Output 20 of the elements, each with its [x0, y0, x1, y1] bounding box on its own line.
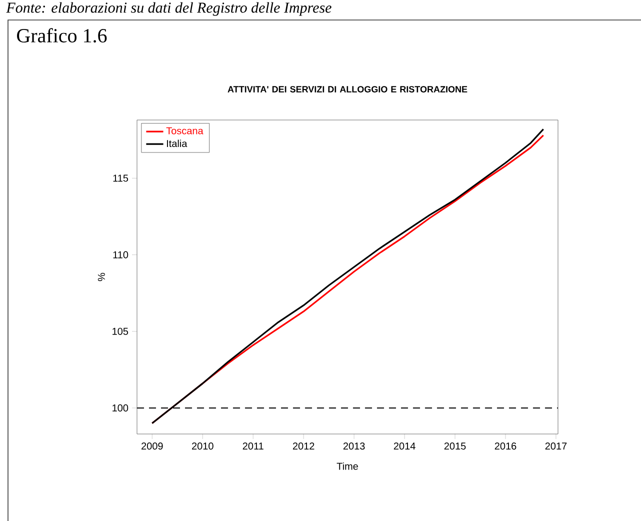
legend-label: Italia: [167, 140, 188, 148]
x-tick-label: 2009: [142, 442, 163, 450]
x-tick-label: 2016: [494, 442, 516, 450]
y-tick-label: 115: [113, 174, 128, 182]
y-axis-title: %: [98, 272, 105, 282]
x-tick-label: 2017: [545, 442, 567, 450]
x-tick-label: 2014: [394, 442, 416, 450]
legend-label: Toscana: [166, 127, 204, 134]
x-axis-title: Time: [336, 462, 358, 470]
y-tick-label: 100: [112, 404, 128, 412]
y-tick-label: 105: [112, 328, 128, 335]
x-tick-label: 2012: [292, 442, 314, 450]
source-note: Fonte: elaborazioni su dati del Registro delle Imprese: [6, 2, 332, 16]
x-tick-label: 2011: [242, 442, 264, 450]
x-tick-label: 2010: [192, 442, 214, 450]
x-tick-label: 2013: [343, 442, 365, 450]
y-tick-label: 110: [113, 251, 128, 258]
chart-title: ATTIVITA' DEI SERVIZI DI ALLOGGIO E RISTORAZIONE: [228, 86, 468, 92]
text: Grafico 1.6: [17, 28, 107, 43]
x-tick-label: 2015: [444, 442, 466, 450]
